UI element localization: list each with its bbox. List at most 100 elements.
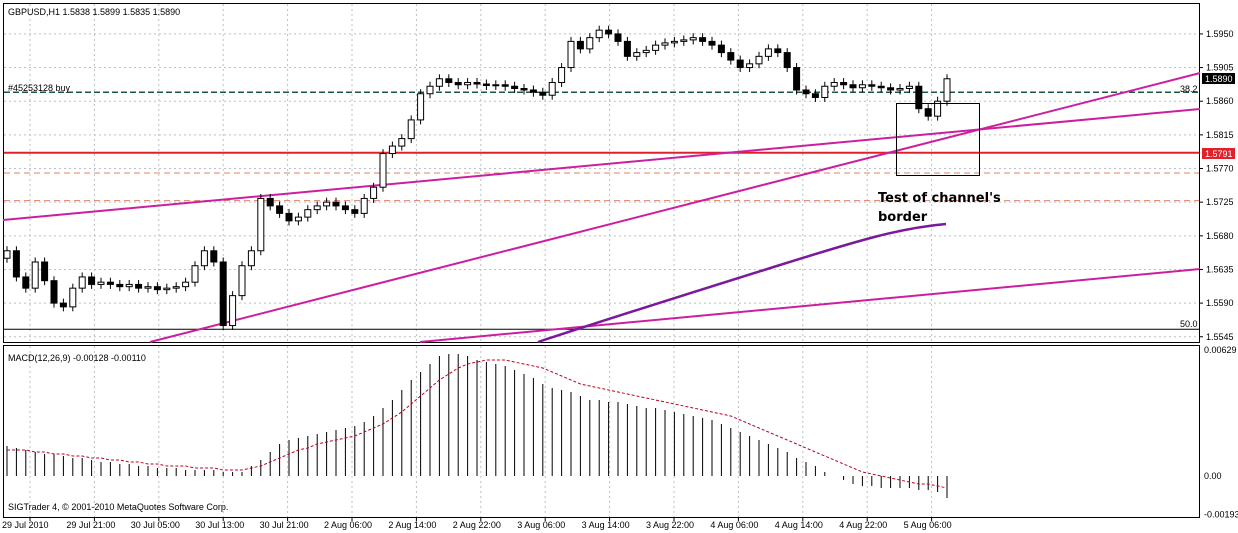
- price-tick-label: 1.5545: [1206, 332, 1234, 342]
- price-tick-label: 1.5635: [1206, 264, 1234, 274]
- candle: [116, 279, 124, 292]
- candle: [445, 74, 453, 88]
- candle: [614, 29, 622, 46]
- candle: [88, 272, 96, 289]
- candle: [623, 36, 631, 61]
- time-tick-label: 2 Aug 06:00: [324, 520, 372, 530]
- candle: [219, 257, 227, 331]
- candle: [924, 104, 932, 121]
- candle: [915, 81, 923, 114]
- candle: [840, 78, 848, 90]
- candle: [934, 96, 942, 121]
- candle: [482, 79, 490, 90]
- candle: [31, 257, 39, 293]
- candle: [736, 55, 744, 73]
- candle: [294, 212, 302, 226]
- time-tick-label: 30 Jul 05:00: [131, 520, 180, 530]
- candle: [811, 89, 819, 102]
- candle: [464, 78, 472, 90]
- candle: [59, 298, 67, 312]
- candle: [69, 283, 77, 312]
- candle: [360, 193, 368, 218]
- macd-indicator: [6, 354, 948, 498]
- candle: [313, 201, 321, 215]
- upper-channel-line[interactable]: [2, 108, 1201, 221]
- price-tick-label: 1.5860: [1206, 96, 1234, 106]
- candle: [379, 149, 387, 192]
- candle: [454, 78, 462, 90]
- candle: [652, 40, 660, 55]
- candle: [746, 59, 754, 73]
- price-pane-frame: [3, 3, 1200, 343]
- candle: [163, 283, 171, 295]
- candle: [135, 279, 143, 293]
- candle: [144, 282, 152, 293]
- time-tick-label: 3 Aug 06:00: [517, 520, 565, 530]
- price-tick-label: 1.5725: [1206, 197, 1234, 207]
- fib-label-top: 38.2: [1180, 84, 1198, 94]
- price-axis: 1.5950 1.5905 1.5860 1.5815 1.5770 1.5725 1.56…: [1199, 29, 1234, 342]
- candle: [774, 44, 782, 58]
- candle: [586, 33, 594, 54]
- candle: [887, 83, 895, 95]
- candle: [642, 45, 650, 58]
- time-tick-label: 3 Aug 14:00: [582, 520, 630, 530]
- candle: [755, 51, 763, 69]
- trend-lines[interactable]: [2, 72, 1201, 344]
- time-tick-label: 4 Aug 06:00: [710, 520, 758, 530]
- candle: [370, 182, 378, 203]
- candle: [595, 25, 603, 43]
- candle: [896, 84, 904, 95]
- candle: [567, 36, 575, 73]
- candle: [793, 63, 801, 95]
- time-tick-label: 29 Jul 21:00: [66, 520, 115, 530]
- candle: [501, 80, 509, 91]
- candle: [266, 193, 274, 211]
- candle: [858, 80, 866, 93]
- test-zone-box[interactable]: [896, 103, 980, 176]
- candle: [708, 36, 716, 50]
- time-tick-label: 2 Aug 22:00: [453, 520, 501, 530]
- candle: [351, 205, 359, 218]
- support-price-tag: 1.5791: [1202, 148, 1235, 159]
- candle: [680, 35, 688, 46]
- candle: [633, 48, 641, 61]
- candle: [802, 85, 810, 99]
- candle: [191, 261, 199, 287]
- candle: [182, 277, 190, 292]
- candle: [106, 277, 114, 289]
- price-tick-label: 1.5815: [1206, 130, 1234, 140]
- candle: [12, 246, 20, 282]
- candle: [548, 78, 556, 100]
- candle: [285, 208, 293, 226]
- candle: [764, 44, 772, 61]
- macd-axis: 0.00629 0.00 -0.00193: [1204, 345, 1238, 519]
- time-tick-label: 2 Aug 14:00: [388, 520, 436, 530]
- candle: [783, 48, 791, 73]
- candle: [849, 80, 857, 93]
- macd-signal-line: [7, 359, 948, 489]
- candle: [539, 87, 547, 100]
- moving-trend-curve[interactable]: [537, 222, 947, 344]
- candle: [435, 74, 443, 91]
- candle: [605, 25, 613, 39]
- time-axis: 29 Jul 2010 29 Jul 21:00 30 Jul 05:00 30 Ju…: [2, 517, 952, 530]
- candle: [125, 279, 133, 292]
- candle: [689, 33, 697, 45]
- candle: [22, 272, 30, 293]
- candle: [529, 85, 537, 97]
- candle: [727, 48, 735, 65]
- time-tick-label: 30 Jul 13:00: [195, 520, 244, 530]
- rising-trend-line[interactable]: [149, 72, 1201, 343]
- candle: [943, 74, 951, 106]
- candle: [868, 80, 876, 91]
- price-tick-label: 1.5905: [1206, 63, 1234, 73]
- time-tick-label: 29 Jul 2010: [2, 520, 49, 530]
- candlesticks: [3, 25, 951, 331]
- candle: [200, 246, 208, 271]
- candle: [323, 197, 331, 211]
- order-label: #45253128 buy: [8, 83, 71, 93]
- lower-channel-line[interactable]: [419, 268, 1201, 343]
